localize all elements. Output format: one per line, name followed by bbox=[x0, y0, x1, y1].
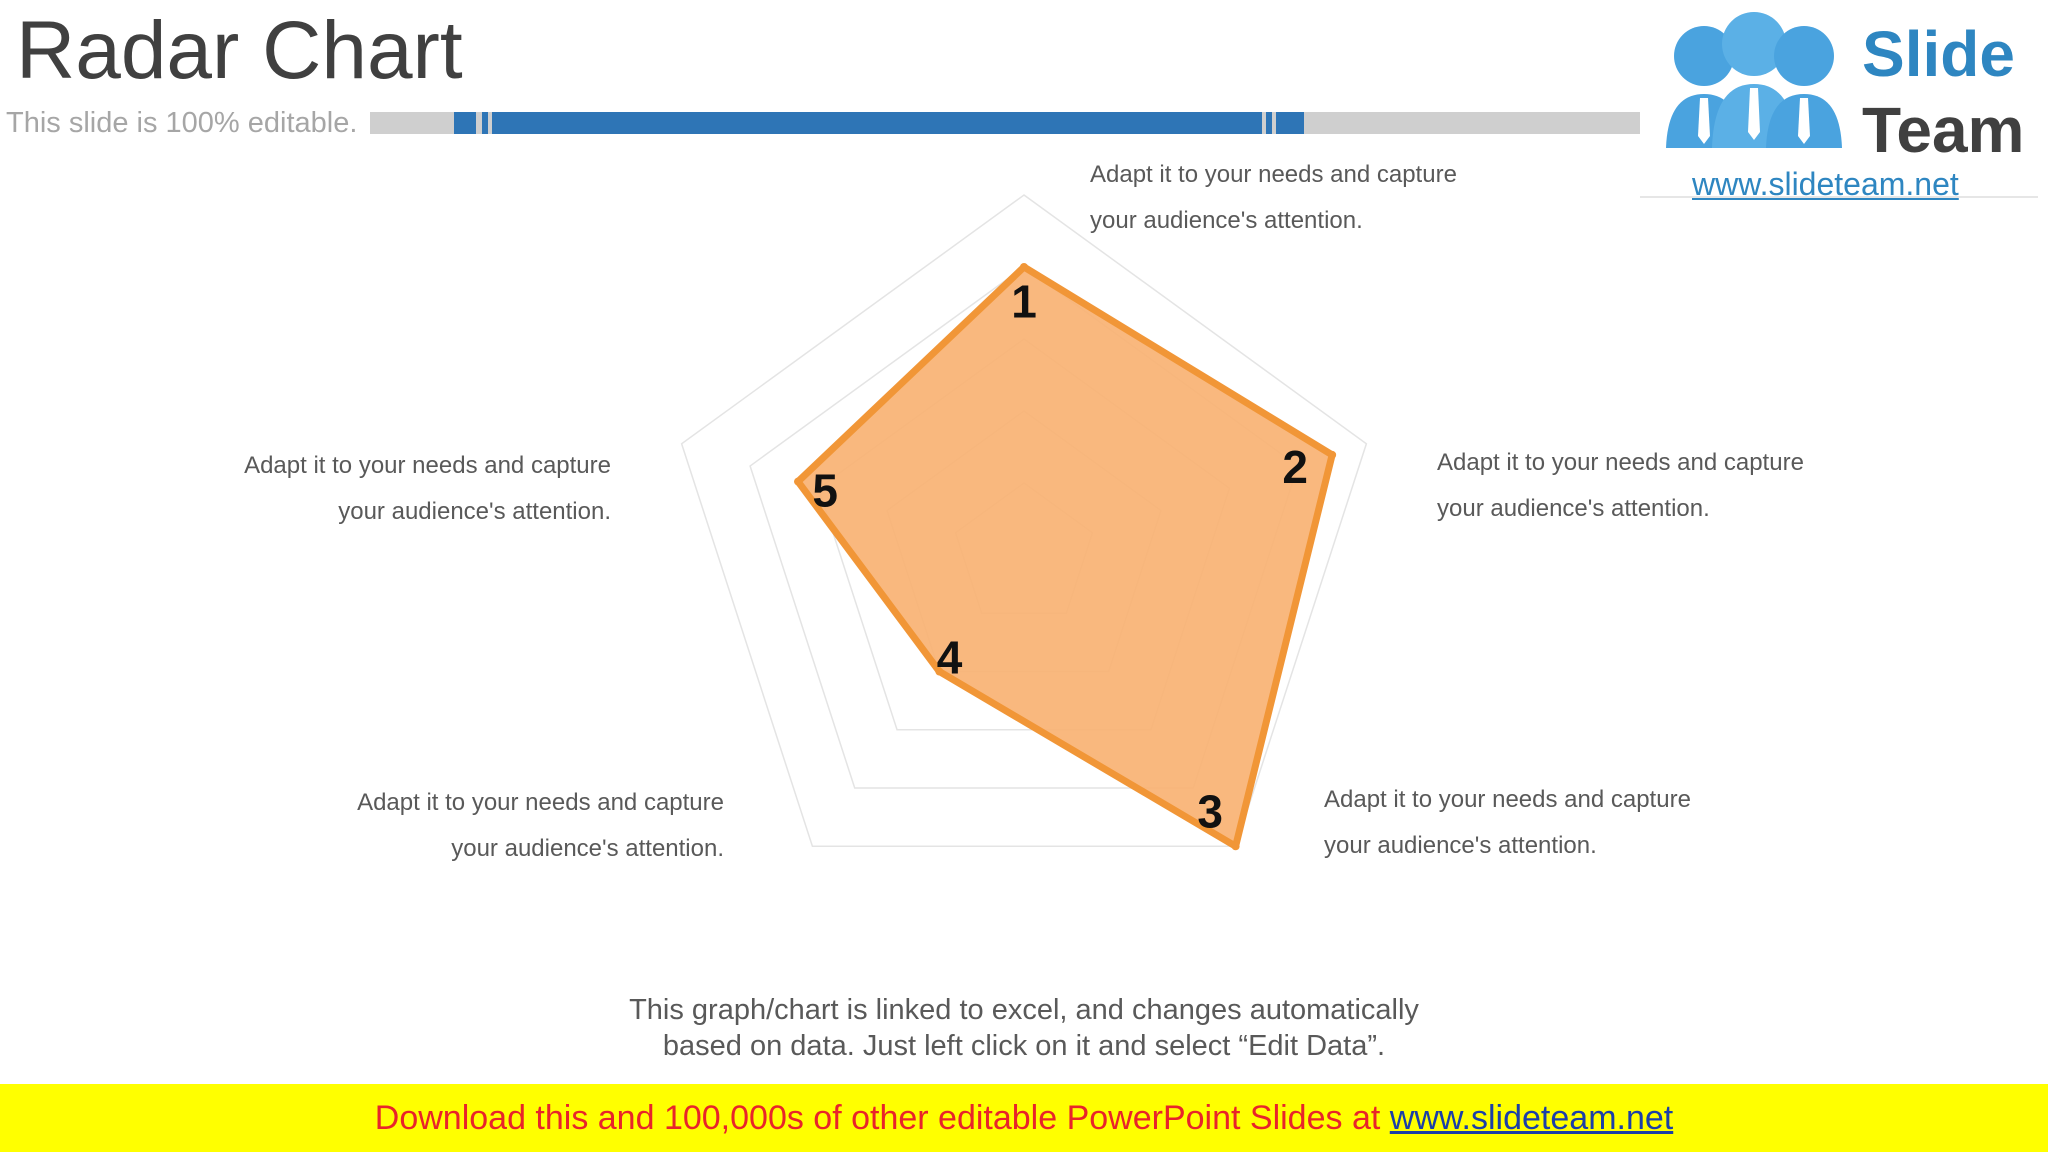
chart-note-line1: This graph/chart is linked to excel, and… bbox=[629, 994, 1419, 1026]
logo-word-slide: Slide bbox=[1862, 18, 2015, 90]
label-axis-2-line1: Adapt it to your needs and capture bbox=[1437, 449, 1804, 476]
label-axis-3-line1: Adapt it to your needs and capture bbox=[1324, 786, 1691, 813]
label-axis-1-line1: Adapt it to your needs and capture bbox=[1090, 161, 1457, 188]
label-axis-4-line2: your audience's attention. bbox=[451, 835, 724, 862]
chart-note-line2: based on data. Just left click on it and… bbox=[662, 1030, 1386, 1062]
data-point-2[interactable] bbox=[1328, 450, 1337, 459]
label-axis-1: Adapt it to your needs and capture your … bbox=[1090, 152, 1530, 244]
category-label-5: 5 bbox=[812, 464, 838, 516]
label-axis-3-line2: your audience's attention. bbox=[1324, 832, 1597, 859]
download-banner-link[interactable]: www.slideteam.net bbox=[1389, 1099, 1674, 1137]
label-axis-4-line1: Adapt it to your needs and capture bbox=[357, 789, 724, 816]
slide-subtitle: This slide is 100% editable. bbox=[6, 107, 358, 139]
series-area[interactable] bbox=[794, 263, 1336, 850]
data-point-3[interactable] bbox=[1231, 842, 1240, 851]
logo-divider bbox=[1640, 196, 2038, 198]
label-axis-1-line2: your audience's attention. bbox=[1090, 207, 1363, 234]
label-axis-5: Adapt it to your needs and capture your … bbox=[171, 443, 611, 535]
download-banner: Download this and 100,000s of other edit… bbox=[0, 1084, 2048, 1152]
label-axis-3: Adapt it to your needs and capture your … bbox=[1324, 777, 1764, 869]
header-decor-bar bbox=[370, 112, 1670, 134]
grid-ring-5 bbox=[680, 194, 1368, 847]
download-banner-message: Download this and 100,000s of other edit… bbox=[374, 1099, 1390, 1137]
category-label-1: 1 bbox=[1011, 276, 1037, 328]
label-axis-2-line2: your audience's attention. bbox=[1437, 495, 1710, 522]
label-axis-4: Adapt it to your needs and capture your … bbox=[284, 780, 724, 872]
category-label-2: 2 bbox=[1282, 441, 1308, 493]
download-banner-text: Download this and 100,000s of other edit… bbox=[0, 1099, 2048, 1137]
slide-title: Radar Chart bbox=[16, 5, 463, 96]
label-axis-2: Adapt it to your needs and capture your … bbox=[1437, 440, 1877, 532]
label-axis-5-line1: Adapt it to your needs and capture bbox=[244, 452, 611, 479]
category-label-3: 3 bbox=[1197, 785, 1223, 837]
category-label-4: 4 bbox=[937, 632, 963, 684]
chart-note: This graph/chart is linked to excel, and… bbox=[520, 992, 1528, 1064]
logo-word-team: Team bbox=[1862, 94, 2025, 166]
people-icon bbox=[1666, 12, 1842, 148]
data-point-1[interactable] bbox=[1020, 263, 1028, 271]
data-point-4[interactable] bbox=[935, 667, 944, 676]
data-point-5[interactable] bbox=[794, 477, 803, 486]
label-axis-5-line2: your audience's attention. bbox=[338, 498, 611, 525]
slideteam-logo[interactable]: Slide Team www.slideteam.net bbox=[1640, 0, 2038, 202]
